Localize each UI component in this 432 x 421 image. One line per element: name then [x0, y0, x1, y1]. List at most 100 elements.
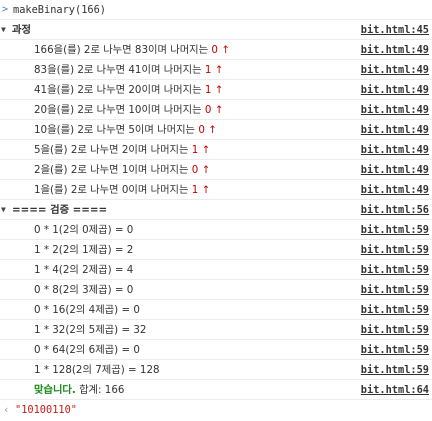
group-label: ==== 검증 ====: [12, 203, 108, 216]
source-link[interactable]: bit.html:49: [360, 103, 429, 116]
source-link[interactable]: bit.html:49: [360, 83, 429, 96]
log-line: 41을(를) 2로 나누면 20이며 나머지는 1 ↑ bit.html:49: [0, 80, 432, 100]
command-text: makeBinary(166): [13, 3, 106, 16]
summary-line: 맞습니다. 합계: 166 bit.html:64: [0, 380, 432, 400]
log-text: 1 * 32(2의 5제곱) = 32: [34, 323, 147, 336]
log-line: 1 * 128(2의 7제곱) = 128 bit.html:59: [0, 360, 432, 380]
dividend: 5: [34, 143, 41, 156]
source-link[interactable]: bit.html:59: [360, 363, 429, 376]
log-line: 5을(를) 2로 나누면 2이며 나머지는 1 ↑ bit.html:49: [0, 140, 432, 160]
quotient: 1: [121, 163, 129, 176]
sum-label: 합계: 166: [75, 383, 125, 396]
source-link[interactable]: bit.html:49: [360, 63, 429, 76]
quotient: 5: [128, 123, 135, 136]
log-text: 1 * 128(2의 7제곱) = 128: [34, 363, 160, 376]
log-line: 1 * 4(2의 2제곱) = 4 bit.html:59: [0, 260, 432, 280]
source-link[interactable]: bit.html:59: [360, 283, 429, 296]
source-link[interactable]: bit.html:56: [360, 203, 429, 216]
log-line: 0 * 64(2의 6제곱) = 0 bit.html:59: [0, 340, 432, 360]
dividend: 166: [34, 43, 54, 56]
triangle-down-icon[interactable]: ▼: [1, 25, 6, 34]
quotient: 0: [121, 183, 129, 196]
remainder: 0: [191, 163, 199, 176]
source-link[interactable]: bit.html:64: [360, 383, 429, 396]
text-part: 이며 나머지는: [128, 183, 192, 196]
arrow-up-icon: ↑: [201, 163, 211, 176]
quotient: 83: [134, 43, 149, 56]
log-line: 0 * 1(2의 0제곱) = 0 bit.html:59: [0, 220, 432, 240]
source-link[interactable]: bit.html:59: [360, 223, 429, 236]
text-part: 을(를) 2로 나누면: [40, 163, 122, 176]
source-link[interactable]: bit.html:59: [360, 303, 429, 316]
remainder: 1: [204, 83, 212, 96]
text-part: 을(를) 2로 나누면: [53, 43, 135, 56]
source-link[interactable]: bit.html:59: [360, 323, 429, 336]
source-link[interactable]: bit.html:49: [360, 143, 429, 156]
dividend: 83: [34, 63, 48, 76]
dividend: 2: [34, 163, 41, 176]
remainder: 0: [211, 43, 218, 56]
log-line: 20을(를) 2로 나누면 10이며 나머지는 0 ↑ bit.html:49: [0, 100, 432, 120]
log-line: 1 * 32(2의 5제곱) = 32 bit.html:59: [0, 320, 432, 340]
log-line: 0 * 16(2의 4제곱) = 0 bit.html:59: [0, 300, 432, 320]
console-result-line: ‹ "10100110": [0, 400, 432, 420]
quotient: 10: [128, 103, 142, 116]
arrow-up-icon: ↑: [214, 83, 224, 96]
arrow-up-icon: ↑: [221, 43, 230, 56]
text-part: 을(를) 2로 나누면: [47, 123, 129, 136]
text-part: 이며 나머지는: [134, 123, 199, 136]
remainder: 1: [191, 183, 199, 196]
log-text: 0 * 8(2의 3제곱) = 0: [34, 283, 134, 296]
group-header-verify[interactable]: ▼ ==== 검증 ==== bit.html:56: [0, 200, 432, 220]
triangle-down-icon[interactable]: ▼: [1, 205, 6, 214]
text-part: 이며 나머지는: [141, 83, 205, 96]
log-line: 83을(를) 2로 나누면 41이며 나머지는 1 ↑ bit.html:49: [0, 60, 432, 80]
source-link[interactable]: bit.html:45: [360, 23, 429, 36]
text-part: 이며 나머지는: [128, 143, 192, 156]
source-link[interactable]: bit.html:49: [360, 163, 429, 176]
source-link[interactable]: bit.html:59: [360, 343, 429, 356]
dividend: 1: [34, 183, 41, 196]
arrow-up-icon: ↑: [208, 123, 217, 136]
source-link[interactable]: bit.html:59: [360, 243, 429, 256]
remainder: 1: [191, 143, 199, 156]
source-link[interactable]: bit.html:49: [360, 183, 429, 196]
text-part: 이며 나머지는: [128, 163, 192, 176]
log-text: 0 * 64(2의 6제곱) = 0: [34, 343, 140, 356]
quotient: 41: [128, 63, 142, 76]
text-part: 이며 나머지는: [148, 43, 212, 56]
log-line: 1을(를) 2로 나누면 0이며 나머지는 1 ↑ bit.html:49: [0, 180, 432, 200]
dividend: 20: [34, 103, 48, 116]
log-text: 0 * 1(2의 0제곱) = 0: [34, 223, 134, 236]
source-link[interactable]: bit.html:49: [360, 123, 429, 136]
text-part: 을(를) 2로 나누면: [40, 183, 122, 196]
log-line: 10을(를) 2로 나누면 5이며 나머지는 0 ↑ bit.html:49: [0, 120, 432, 140]
source-link[interactable]: bit.html:49: [360, 43, 429, 56]
log-line: 0 * 8(2의 3제곱) = 0 bit.html:59: [0, 280, 432, 300]
chevron-right-icon: >: [2, 4, 9, 15]
return-arrow-icon: ‹: [3, 403, 10, 416]
dividend: 41: [34, 83, 48, 96]
result-value: "10100110": [15, 404, 77, 416]
arrow-up-icon: ↑: [201, 143, 211, 156]
remainder: 0: [198, 123, 205, 136]
arrow-up-icon: ↑: [214, 103, 224, 116]
group-header-process[interactable]: ▼ 과정 bit.html:45: [0, 20, 432, 40]
text-part: 을(를) 2로 나누면: [47, 103, 129, 116]
text-part: 을(를) 2로 나누면: [47, 63, 129, 76]
text-part: 이며 나머지는: [141, 103, 205, 116]
arrow-up-icon: ↑: [201, 183, 211, 196]
quotient: 2: [121, 143, 129, 156]
group-label: 과정: [12, 23, 31, 36]
log-line: 2을(를) 2로 나누면 1이며 나머지는 0 ↑ bit.html:49: [0, 160, 432, 180]
remainder: 1: [204, 63, 212, 76]
source-link[interactable]: bit.html:59: [360, 263, 429, 276]
log-text: 1 * 4(2의 2제곱) = 4: [34, 263, 134, 276]
console-command-line: > makeBinary(166): [0, 0, 432, 20]
log-text: 0 * 16(2의 4제곱) = 0: [34, 303, 140, 316]
quotient: 20: [128, 83, 142, 96]
text-part: 을(를) 2로 나누면: [47, 83, 129, 96]
remainder: 0: [204, 103, 212, 116]
text-part: 이며 나머지는: [141, 63, 205, 76]
